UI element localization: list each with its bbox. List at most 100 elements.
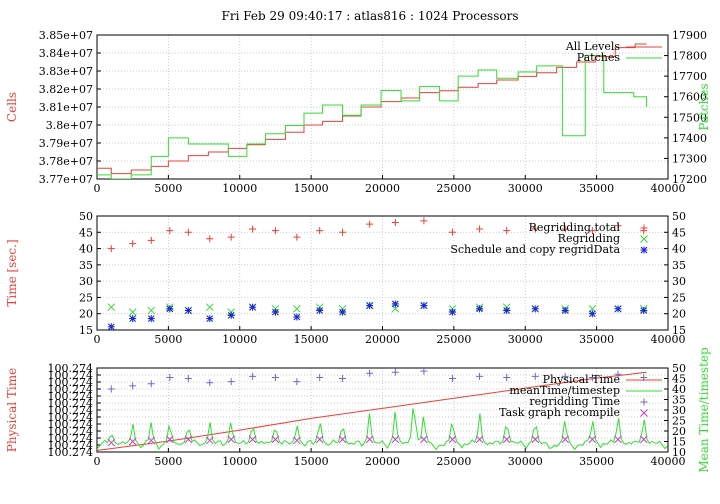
x-tick-label: 15000 <box>294 333 329 346</box>
x-tick-label: 0 <box>94 455 101 468</box>
x-tick-label: 35000 <box>579 333 614 346</box>
data-point <box>206 235 214 243</box>
data-point <box>640 306 648 314</box>
data-point <box>640 398 648 406</box>
y2-tick-label: 45 <box>672 226 686 239</box>
series-line <box>97 371 647 451</box>
data-point <box>292 304 301 313</box>
series-line <box>97 408 668 451</box>
data-point <box>614 435 622 444</box>
data-point <box>365 435 374 444</box>
legend: Physical TimemeanTime/timestepregridding… <box>499 373 662 419</box>
legend-label: Regridding <box>558 232 620 245</box>
data-point <box>391 300 399 308</box>
data-point <box>292 436 301 445</box>
data-point <box>420 368 428 375</box>
x-tick-label: 10000 <box>222 182 257 195</box>
data-point <box>391 219 399 227</box>
data-point <box>640 224 648 232</box>
y2-tick-label: 17200 <box>672 173 707 186</box>
data-point <box>316 373 324 381</box>
data-point <box>271 435 280 444</box>
y2-tick-label: 20 <box>672 425 686 438</box>
data-point <box>316 306 324 314</box>
data-point <box>249 225 257 233</box>
data-point <box>448 228 456 236</box>
data-point <box>293 378 301 386</box>
data-point <box>339 308 347 316</box>
legend-label: regridding Time <box>529 395 620 408</box>
y-tick-label: 30 <box>79 275 93 288</box>
data-point <box>184 375 192 382</box>
legend-label: Physical Time <box>543 373 620 386</box>
y2-tick-label: 40 <box>672 383 686 396</box>
data-point <box>640 409 648 417</box>
y-tick-label: 35 <box>79 259 93 272</box>
data-point <box>128 308 137 316</box>
data-point <box>147 236 155 244</box>
y2-axis-label: Mean Time/timestep <box>697 347 711 473</box>
x-tick-label: 20000 <box>365 333 400 346</box>
data-point <box>366 369 374 377</box>
y2-tick-label: 17400 <box>672 132 707 145</box>
y2-tick-label: 15 <box>672 436 686 449</box>
series-regridding <box>107 301 648 316</box>
series-patches <box>97 55 648 179</box>
y2-tick-label: 30 <box>672 275 686 288</box>
legend-label: Regridding total <box>529 221 621 234</box>
y2-tick-label: 50 <box>672 362 686 375</box>
x-tick-label: 20000 <box>365 455 400 468</box>
x-tick-label: 15000 <box>294 455 329 468</box>
y-tick-label: 3.82e+07 <box>39 83 93 96</box>
data-point <box>338 435 347 444</box>
data-point <box>205 436 214 445</box>
data-point <box>147 306 156 315</box>
y2-tick-label: 17600 <box>672 91 707 104</box>
data-point <box>165 435 174 444</box>
y2-tick-label: 17700 <box>672 70 707 83</box>
x-tick-label: 40000 <box>651 455 686 468</box>
series-regridding-time <box>107 368 648 393</box>
y-axis-label: Cells <box>5 92 19 122</box>
y-tick-label: 100.274 <box>48 418 94 431</box>
data-point <box>531 435 540 444</box>
y-tick-label: 20 <box>79 308 93 321</box>
data-point <box>147 315 155 323</box>
y-axis-label: Physical Time <box>5 368 19 452</box>
y2-tick-label: 25 <box>672 415 686 428</box>
data-point <box>448 435 457 444</box>
y-tick-label: 100.274 <box>48 369 94 382</box>
legend-label: Patches <box>577 51 621 64</box>
plot-area <box>97 368 668 451</box>
data-point <box>420 302 428 310</box>
data-point <box>227 435 236 444</box>
data-point <box>249 303 257 311</box>
plot-area <box>107 217 648 330</box>
y-tick-label: 100.274 <box>48 432 94 445</box>
data-point <box>448 308 456 316</box>
x-tick-label: 5000 <box>154 182 182 195</box>
data-point <box>147 380 155 388</box>
data-point <box>339 375 347 382</box>
data-point <box>271 373 279 381</box>
y2-tick-label: 25 <box>672 291 686 304</box>
data-point <box>206 315 214 323</box>
data-point <box>588 435 597 444</box>
x-tick-label: 35000 <box>579 182 614 195</box>
data-point <box>184 228 192 236</box>
data-point <box>206 379 214 387</box>
data-point <box>366 302 374 310</box>
y2-tick-label: 30 <box>672 404 686 417</box>
y-tick-label: 3.81e+07 <box>39 101 93 114</box>
data-point <box>614 370 622 378</box>
data-point <box>503 373 511 381</box>
x-tick-label: 0 <box>94 333 101 346</box>
y-tick-label: 100.274 <box>48 439 94 452</box>
series-meantime-timestep <box>97 408 668 451</box>
x-tick-label: 25000 <box>436 333 471 346</box>
y2-tick-label: 20 <box>672 308 686 321</box>
data-point <box>315 435 324 444</box>
